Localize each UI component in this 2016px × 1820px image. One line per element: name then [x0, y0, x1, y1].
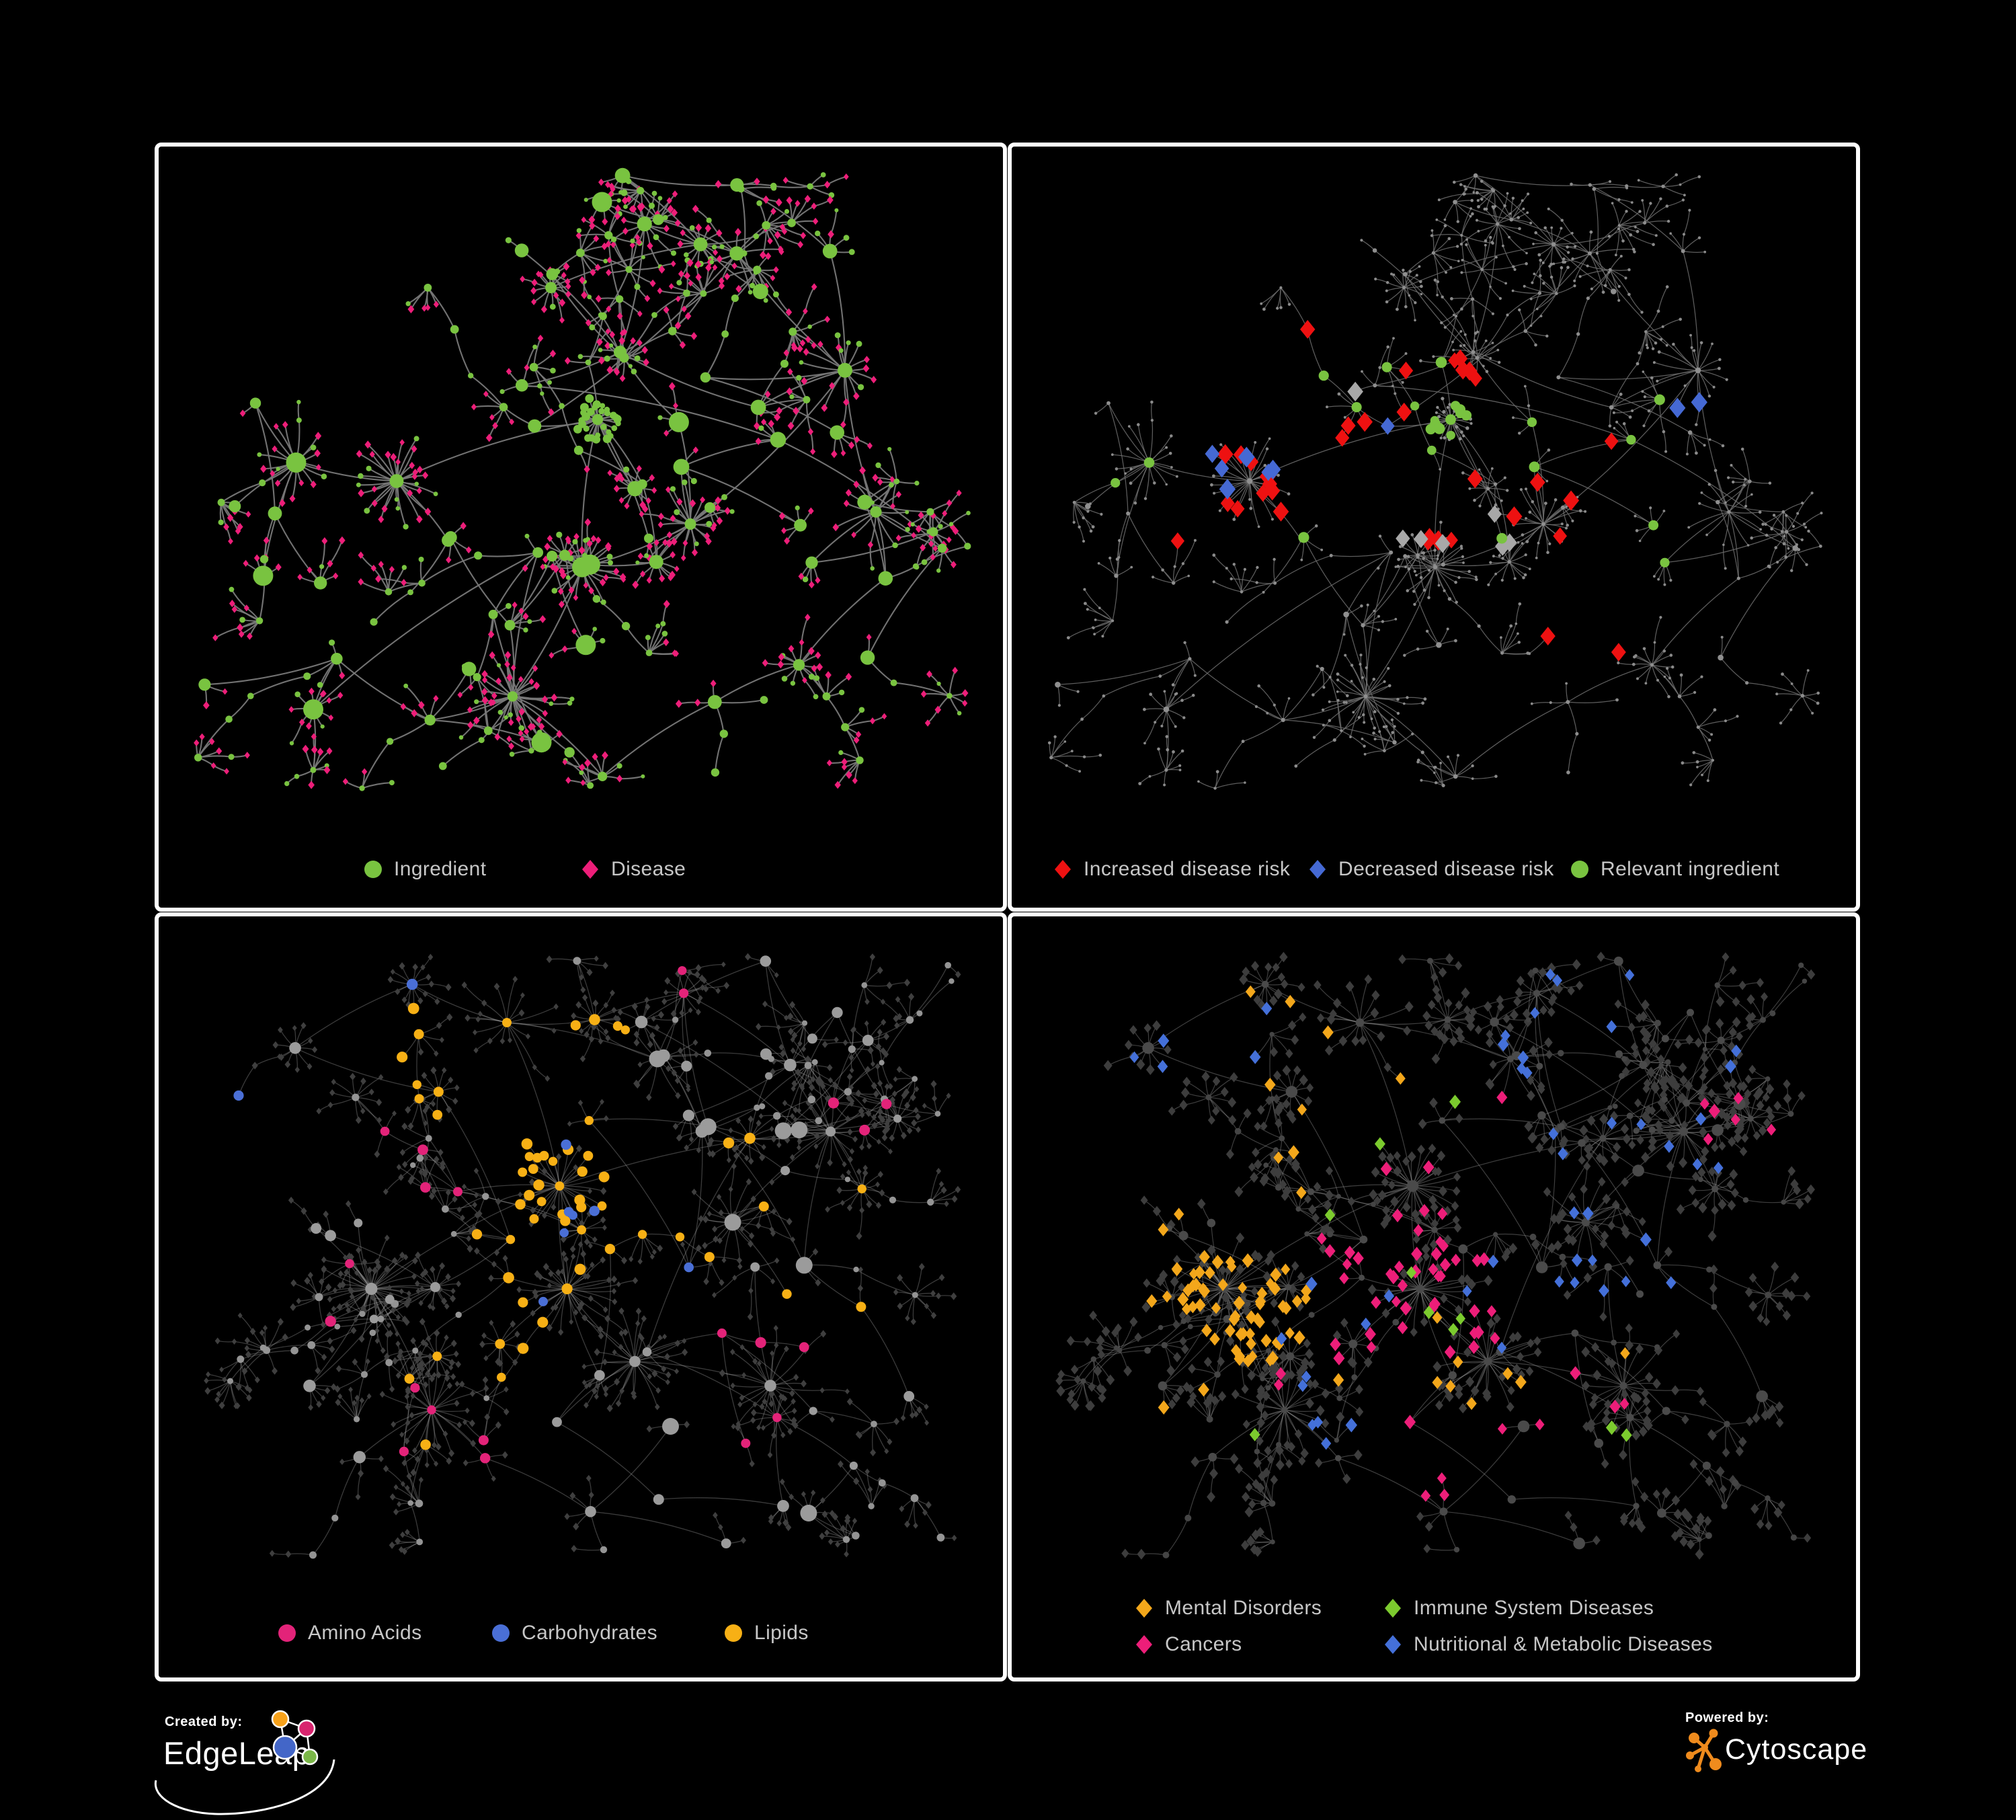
- panel-macronutrients: Amino Acids Carbohydrates Lipids: [155, 912, 1007, 1681]
- cytoscape-wordmark: Cytoscape: [1725, 1733, 1868, 1766]
- macronutrients-network-canvas: [204, 953, 961, 1559]
- disease-categories-network-canvas: [1055, 951, 1816, 1560]
- panel-ingredient-disease: Ingredient Disease: [155, 143, 1007, 912]
- panel-disease-risk: Increased disease risk Decreased disease…: [1008, 143, 1860, 912]
- created-by-label: Created by:: [165, 1714, 243, 1729]
- panel-grid: Ingredient Disease Increased disease ris…: [155, 143, 1860, 1681]
- disease-risk-network-canvas: [1047, 173, 1823, 790]
- edgeleap-logo-icon: [154, 1710, 335, 1815]
- powered-by-label: Powered by:: [1685, 1710, 1769, 1725]
- cytoscape-logo-icon: [1686, 1729, 1722, 1772]
- ingredient-disease-network-canvas: [194, 167, 971, 791]
- panel-disease-categories: Mental Disorders Immune System Diseases …: [1008, 912, 1860, 1681]
